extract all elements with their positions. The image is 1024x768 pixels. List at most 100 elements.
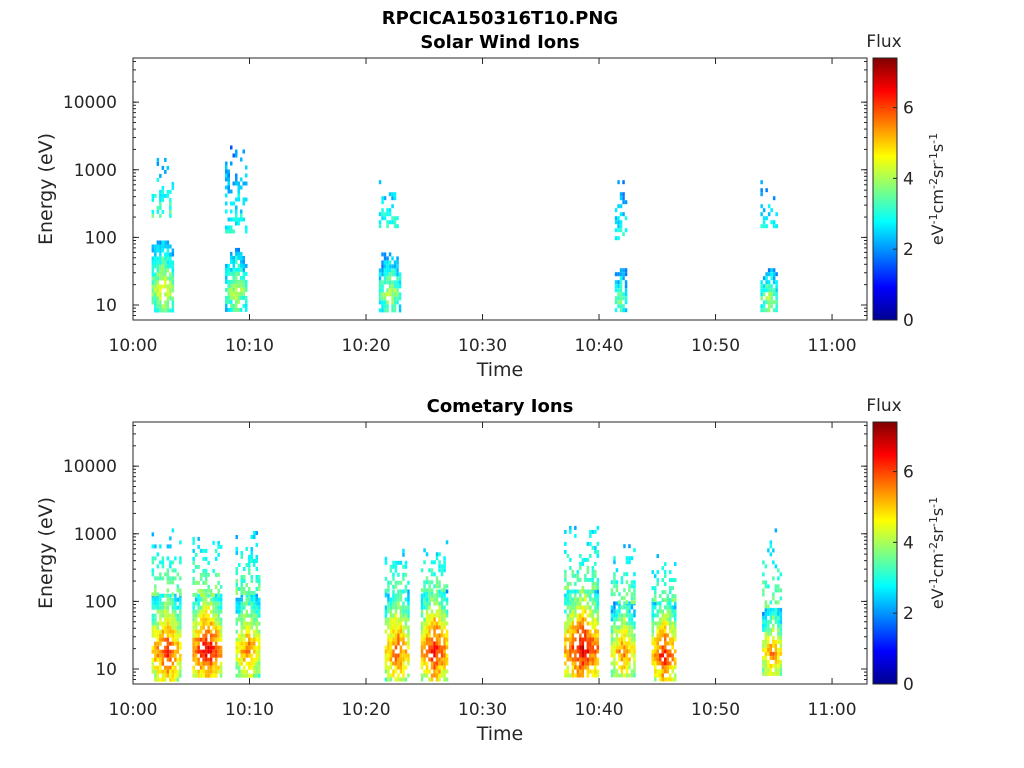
- spectrogram-cell: [227, 229, 230, 234]
- spectrogram-cell: [633, 665, 636, 670]
- spectrogram-cell: [217, 597, 220, 602]
- spectrogram-cell: [197, 641, 200, 646]
- spectrogram-cell: [161, 165, 165, 170]
- spectrogram-cell: [624, 272, 628, 277]
- spectrogram-cell: [151, 592, 155, 597]
- spectrogram-cell: [620, 596, 624, 601]
- spectrogram-cell: [443, 613, 446, 618]
- spectrogram-cell: [235, 587, 238, 591]
- spectrogram-cell: [625, 649, 629, 654]
- spectrogram-cell: [584, 633, 587, 638]
- spectrogram-cell: [438, 641, 441, 646]
- spectrogram-cell: [586, 605, 590, 610]
- spectrogram-cell: [217, 588, 220, 593]
- spectrogram-cell: [253, 637, 256, 642]
- spectrogram-cell: [192, 665, 195, 670]
- spectrogram-cell: [402, 625, 405, 630]
- spectrogram-cell: [407, 605, 410, 610]
- spectrogram-cell: [156, 601, 160, 606]
- spectrogram-cell: [581, 561, 585, 566]
- spectrogram-cell: [617, 220, 620, 225]
- spectrogram-cell: [420, 613, 424, 618]
- spectrogram-cell: [664, 598, 667, 603]
- spectrogram-cell: [159, 649, 162, 654]
- spectrogram-cell: [654, 673, 657, 678]
- spectrogram-cell: [255, 575, 258, 579]
- spectrogram-cell: [217, 649, 220, 654]
- spectrogram-cell: [192, 560, 195, 565]
- spectrogram-cell: [217, 633, 220, 638]
- spectrogram-cell: [566, 653, 570, 658]
- spectrogram-cell: [445, 584, 449, 589]
- spectrogram-cell: [255, 653, 258, 658]
- spectrogram-cell: [579, 577, 582, 582]
- spectrogram-cell: [192, 641, 195, 646]
- spectrogram-cell: [407, 661, 410, 666]
- spectrogram-cell: [569, 653, 572, 658]
- spectrogram-cell: [594, 641, 597, 646]
- spectrogram-cell: [613, 556, 616, 561]
- spectrogram-cell: [240, 579, 243, 583]
- spectrogram-cell: [169, 256, 172, 261]
- spectrogram-cell: [225, 173, 228, 178]
- spectrogram-cell: [661, 617, 664, 622]
- spectrogram-cell: [171, 185, 175, 190]
- spectrogram-cell: [381, 216, 384, 221]
- spectrogram-cell: [389, 564, 393, 569]
- spectrogram-cell: [445, 677, 449, 682]
- spectrogram-cell: [235, 279, 238, 284]
- spectrogram-cell: [159, 240, 162, 245]
- spectrogram-cell: [762, 284, 766, 289]
- panel-title: Solar Wind Ions: [420, 32, 579, 53]
- spectrogram-cell: [207, 584, 210, 589]
- spectrogram-cell: [235, 251, 238, 256]
- spectrogram-cell: [772, 300, 776, 305]
- spectrogram-cell: [232, 153, 235, 158]
- spectrogram-cell: [392, 653, 395, 658]
- spectrogram-cell: [576, 597, 580, 602]
- spectrogram-cell: [235, 673, 238, 678]
- spectrogram-cell: [661, 578, 664, 583]
- spectrogram-cell: [388, 272, 392, 277]
- spectrogram-cell: [383, 276, 387, 281]
- spectrogram-cell: [166, 568, 170, 573]
- spectrogram-cell: [212, 613, 215, 618]
- spectrogram-cell: [202, 597, 205, 602]
- spectrogram-cell: [399, 605, 403, 610]
- spectrogram-cell: [202, 613, 205, 618]
- spectrogram-cell: [777, 611, 780, 616]
- spectrogram-cell: [238, 649, 241, 654]
- spectrogram-cell: [765, 276, 768, 281]
- spectrogram-cell: [151, 244, 155, 249]
- spectrogram-cell: [613, 584, 616, 589]
- spectrogram-cell: [569, 629, 572, 634]
- spectrogram-cell: [619, 268, 623, 273]
- spectrogram-cell: [571, 673, 575, 678]
- spectrogram-cell: [435, 601, 439, 606]
- spectrogram-cell: [619, 280, 623, 285]
- spectrogram-cell: [623, 653, 626, 658]
- spectrogram-cell: [230, 291, 233, 296]
- spectrogram-cell: [613, 592, 616, 597]
- spectrogram-cell: [613, 576, 616, 581]
- spectrogram-cell: [630, 625, 634, 630]
- spectrogram-cell: [154, 576, 157, 581]
- spectrogram-cell: [161, 560, 165, 565]
- spectrogram-cell: [194, 645, 198, 650]
- spectrogram-cell: [671, 657, 674, 662]
- spectrogram-cell: [391, 304, 394, 309]
- spectrogram-cell: [248, 673, 251, 678]
- spectrogram-cell: [197, 673, 200, 678]
- spectrogram-cell: [430, 637, 434, 642]
- spectrogram-cell: [571, 661, 575, 666]
- spectrogram-cell: [428, 617, 431, 622]
- spectrogram-cell: [571, 597, 575, 602]
- spectrogram-cell: [384, 657, 388, 662]
- spectrogram-cell: [255, 629, 258, 634]
- spectrogram-cell: [154, 276, 157, 281]
- spectrogram-cell: [166, 593, 170, 598]
- spectrogram-cell: [169, 292, 172, 297]
- spectrogram-cell: [253, 593, 256, 598]
- spectrogram-cell: [202, 661, 205, 666]
- spectrogram-cell: [161, 209, 165, 214]
